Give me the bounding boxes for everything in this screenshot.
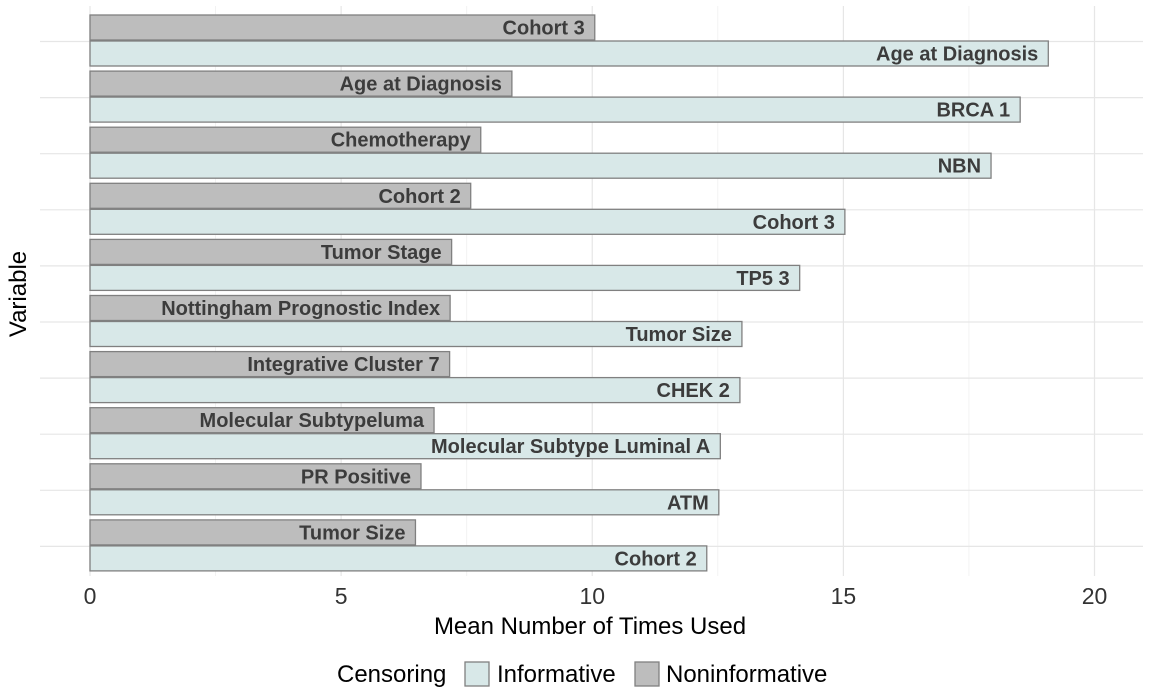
bar-informative	[89, 320, 743, 348]
bar-label-noninformative: Integrative Cluster 7	[247, 354, 439, 376]
bar-labels: Cohort 3 Age at Diagnosis Age at Diagnosis…	[161, 18, 1038, 571]
bar-label-noninformative: Chemotherapy	[331, 130, 472, 152]
bar-noninformative	[89, 350, 451, 378]
bar-noninformative	[89, 519, 417, 546]
bar-label-noninformative: Nottingham Prognostic Index	[161, 298, 440, 320]
bar-label-noninformative: Tumor Size	[299, 522, 405, 544]
bar-label-informative: Cohort 3	[753, 212, 835, 234]
bar-noninformative	[89, 238, 453, 266]
bar-noninformative	[89, 407, 435, 434]
legend-title: Censoring	[337, 661, 446, 688]
x-axis-title: Mean Number of Times Used	[434, 613, 746, 640]
bar-informative	[89, 152, 992, 179]
x-tick-label: 0	[84, 583, 97, 609]
legend-label-informative: Informative	[497, 661, 616, 688]
bar-noninformative	[89, 14, 596, 41]
bar-informative	[89, 489, 720, 516]
bar-label-informative: BRCA 1	[936, 100, 1010, 122]
bar-label-noninformative: Tumor Stage	[321, 242, 442, 264]
legend: Censoring Informative Noninformative	[337, 661, 827, 688]
bar-label-noninformative: Cohort 3	[503, 18, 585, 40]
x-tick-label: 20	[1082, 583, 1108, 609]
bar-informative	[89, 545, 708, 572]
bars	[89, 14, 1049, 572]
bar-noninformative	[89, 126, 482, 153]
bar-label-informative: NBN	[938, 156, 981, 178]
bar-informative	[89, 208, 846, 235]
x-tick-label: 5	[335, 583, 348, 609]
bar-informative	[89, 376, 741, 404]
bar-label-noninformative: Molecular Subtypeluma	[200, 410, 425, 432]
legend-swatch-informative	[464, 661, 490, 687]
bar-label-informative: CHEK 2	[657, 380, 730, 402]
bar-informative	[89, 96, 1021, 123]
legend-swatch-noninformative	[634, 661, 660, 687]
bar-label-noninformative: Age at Diagnosis	[340, 74, 502, 96]
bar-noninformative	[89, 463, 422, 490]
legend-label-noninformative: Noninformative	[666, 661, 827, 688]
bar-label-informative: TP5 3	[736, 268, 789, 290]
bar-informative	[89, 40, 1049, 67]
x-tick-label: 10	[579, 583, 605, 609]
bar-noninformative	[89, 294, 451, 322]
bar-label-informative: Molecular Subtype Luminal A	[431, 436, 710, 458]
bar-label-informative: Age at Diagnosis	[876, 44, 1038, 66]
bar-informative	[89, 264, 801, 292]
y-axis-title: Variable	[5, 251, 32, 337]
x-tick-label: 15	[831, 583, 857, 609]
bar-label-informative: Cohort 2	[615, 548, 697, 570]
bar-label-noninformative: Cohort 2	[378, 186, 460, 208]
bar-label-informative: ATM	[667, 492, 709, 514]
bar-noninformative	[89, 70, 513, 97]
bar-noninformative	[89, 182, 472, 209]
bar-label-noninformative: PR Positive	[301, 466, 411, 488]
x-axis-ticks: 0 5 10 15 20	[84, 583, 1108, 609]
bar-informative	[89, 433, 721, 460]
bar-label-informative: Tumor Size	[626, 324, 732, 346]
